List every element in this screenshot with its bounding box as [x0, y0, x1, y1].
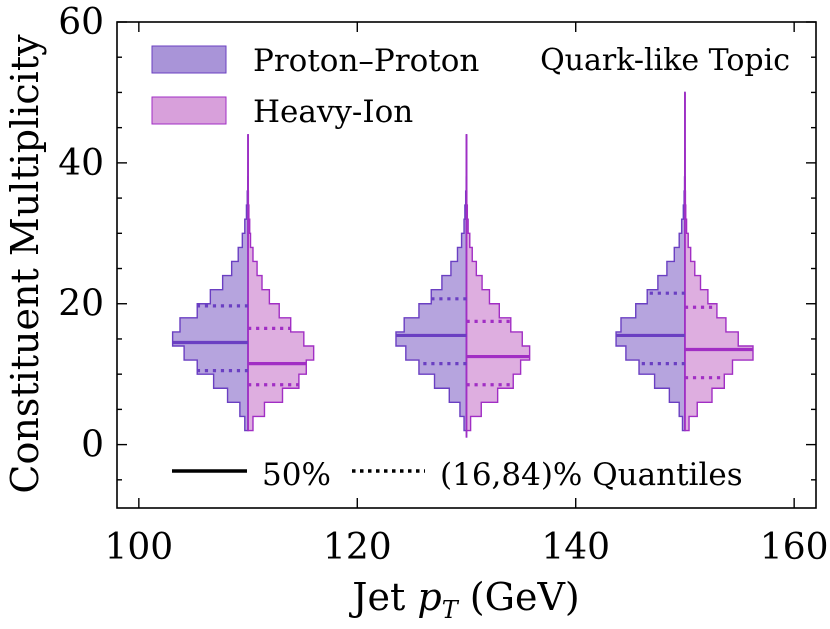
axis-ticks	[117, 21, 816, 508]
legend-swatch-proton-proton	[151, 45, 227, 74]
violin-proton-proton-150	[615, 91, 686, 432]
x-tick-label: 140	[541, 527, 610, 568]
legend-label-heavy-ion: Heavy-Ion	[253, 94, 413, 130]
x-axis-label-subscript: T	[442, 596, 460, 624]
x-axis-label-main: Jet	[348, 575, 417, 619]
violin-groups	[171, 91, 754, 438]
x-tick-label: 160	[760, 527, 829, 568]
x-tick-label: 100	[104, 527, 173, 568]
quantile-lines	[172, 291, 753, 387]
violin-proton-proton-110	[171, 133, 249, 432]
topic-annotation: Quark-like Topic	[540, 43, 790, 78]
y-tick-label: 0	[81, 425, 104, 466]
plot-frame	[116, 21, 817, 509]
x-axis-label-unit: (GeV)	[458, 575, 580, 619]
legend-swatch-heavy-ion	[151, 96, 227, 125]
tick-labels: 100 120 140 160 0 20 40 60	[58, 2, 828, 568]
violin-proton-proton-130	[395, 133, 468, 432]
legend-lines: 50% (16,84)% Quantiles	[172, 457, 743, 493]
legend-label-quantiles: (16,84)% Quantiles	[440, 457, 743, 493]
violin-heavy-ion-150	[684, 91, 754, 432]
legend-label-median: 50%	[262, 457, 331, 493]
y-tick-label: 20	[58, 284, 104, 325]
y-tick-label: 40	[58, 143, 104, 184]
x-axis-label-variable: p	[417, 575, 441, 619]
y-axis-label: Constituent Multiplicity	[3, 34, 47, 494]
x-tick-label: 120	[323, 527, 392, 568]
y-tick-label: 60	[58, 2, 104, 43]
x-axis-label: Jet pT (GeV)	[348, 575, 579, 624]
legend-label-proton-proton: Proton–Proton	[253, 43, 479, 79]
legend-series: Proton–Proton Heavy-Ion	[151, 43, 479, 130]
